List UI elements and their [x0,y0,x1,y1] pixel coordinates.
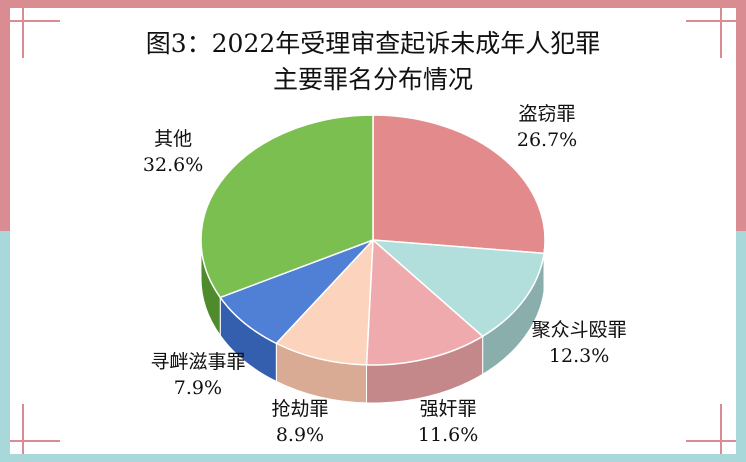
pie-slice [200,114,374,299]
corner-line [22,8,24,58]
pie-slice [275,237,374,366]
slice-label-name: 强奸罪 [419,398,477,420]
corner-line [720,404,722,454]
slice-label: 寻衅滋事罪 7.9% [150,349,245,401]
corner-line [22,404,24,454]
slice-label: 盗窃罪 26.7% [517,101,577,153]
slice-label-percent: 12.3% [548,344,610,367]
corner-line [686,20,736,22]
corner-line [686,440,736,442]
slice-label: 聚众斗殴罪 12.3% [532,317,627,369]
slice-label: 抢劫罪 8.9% [271,396,328,448]
slice-label: 其他 32.6% [143,126,203,178]
slice-label-name: 寻衅滋事罪 [150,350,246,373]
slice-label-name: 抢劫罪 [271,398,329,420]
pie-slice [365,238,484,366]
chart-title-line2: 主要罪名分布情况 [272,65,473,94]
chart-title-line1: 图3：2022年受理审查起诉未成年人犯罪 [145,29,601,58]
slice-label-name: 聚众斗殴罪 [531,318,627,341]
slice-label-percent: 8.9% [275,424,325,446]
slice-label-percent: 26.7% [516,129,578,152]
slice-label-name: 其他 [154,128,193,151]
corner-line [10,440,60,442]
slice-label-percent: 32.6% [142,154,204,177]
corner-line [10,20,60,22]
pie-slice [372,114,546,255]
slice-label: 强奸罪 11.6% [418,396,478,448]
slice-label-percent: 11.6% [417,424,479,446]
slice-label-name: 盗窃罪 [518,103,576,126]
chart-title: 图3：2022年受理审查起诉未成年人犯罪 主要罪名分布情况 [0,26,746,98]
pie-slice [370,239,545,338]
corner-line [720,8,722,58]
slice-label-percent: 7.9% [173,376,223,399]
